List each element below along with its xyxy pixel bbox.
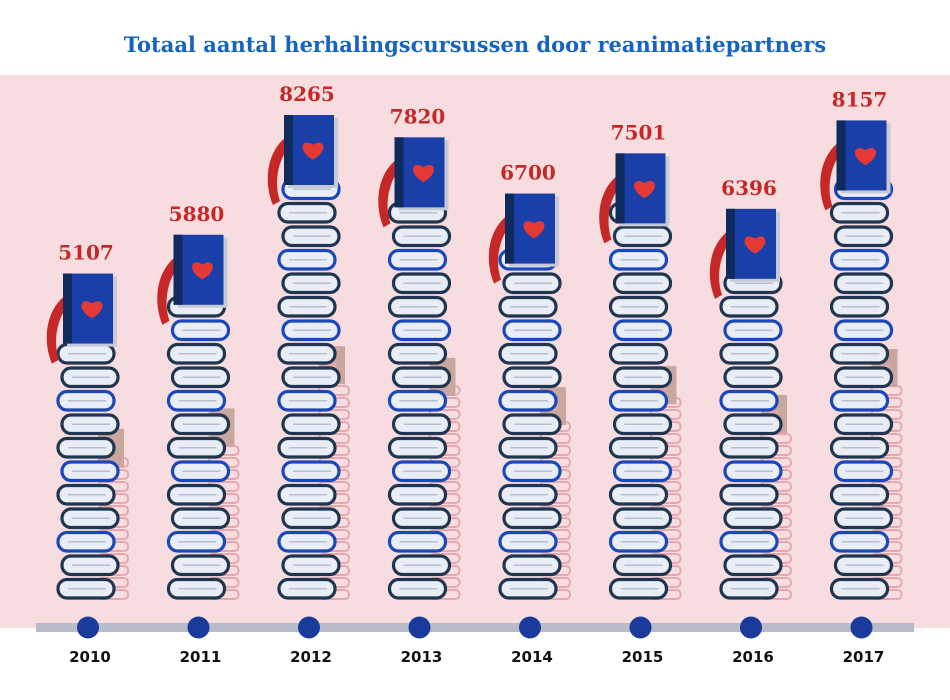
book-spine <box>173 234 183 305</box>
book-spine <box>284 115 293 185</box>
heart-icon <box>634 181 655 199</box>
ribbon-bookmark <box>378 157 404 228</box>
bar-2016: 6396 <box>709 176 783 600</box>
timeline-dot <box>298 616 320 639</box>
data-label-2014: 6700 <box>500 161 556 185</box>
ribbon-bookmark <box>267 135 293 205</box>
heart-icon <box>855 148 876 166</box>
chart-title: Totaal aantal herhalingscursussen door r… <box>123 32 827 57</box>
heart-icon <box>523 221 545 239</box>
data-label-2013: 7820 <box>390 104 446 128</box>
tick-label-2016: 2016 <box>732 648 774 666</box>
bar-2010: 5107 <box>46 241 120 600</box>
tick-label-2017: 2017 <box>843 648 885 666</box>
bar-stacks: 5107 5880 8265 7820 6700 7501 6396 8157 <box>46 82 894 600</box>
data-label-2010: 5107 <box>58 241 114 265</box>
bar-2015: 7501 <box>599 120 673 600</box>
timeline-dot <box>629 616 652 639</box>
data-label-2017: 8157 <box>832 87 888 111</box>
book-spine <box>836 120 846 191</box>
timeline-dot <box>740 616 762 639</box>
x-axis: 2010 2011 2012 2013 2014 2015 2016 2017 <box>69 616 885 666</box>
tick-label-2014: 2014 <box>511 648 553 666</box>
timeline-dot <box>187 616 210 639</box>
tick-label-2013: 2013 <box>401 648 443 666</box>
heart-icon <box>744 236 766 254</box>
background-panel <box>0 75 950 628</box>
heart-icon <box>302 142 324 160</box>
timeline-dot <box>519 616 541 639</box>
timeline-dot <box>850 616 873 639</box>
heart-icon <box>192 262 213 280</box>
ribbon-bookmark <box>46 293 72 364</box>
book-spine <box>505 193 514 264</box>
tick-label-2011: 2011 <box>180 648 222 666</box>
heart-icon <box>413 165 434 183</box>
timeline-bar <box>36 623 914 632</box>
ribbon-bookmark <box>157 254 183 325</box>
book-spine <box>615 153 625 224</box>
ribbon-bookmark <box>488 213 514 284</box>
tick-label-2010: 2010 <box>69 648 111 666</box>
ribbon-bookmark <box>599 173 625 244</box>
data-label-2015: 7501 <box>611 120 667 144</box>
tick-label-2012: 2012 <box>290 648 332 666</box>
book-spine <box>726 208 735 279</box>
data-label-2012: 8265 <box>279 82 335 106</box>
bar-2011: 5880 <box>157 202 231 600</box>
heart-icon <box>81 301 103 319</box>
ribbon-bookmark <box>820 140 846 211</box>
data-label-2011: 5880 <box>169 202 225 226</box>
ribbon-bookmark <box>709 228 735 299</box>
bar-2013: 7820 <box>378 104 452 600</box>
book-spine <box>63 273 72 344</box>
tick-label-2015: 2015 <box>622 648 664 666</box>
bar-2012: 8265 <box>267 82 341 600</box>
data-label-2016: 6396 <box>721 176 777 200</box>
bar-2017: 8157 <box>820 87 894 600</box>
bar-2014: 6700 <box>488 161 562 600</box>
timeline-dot <box>408 616 431 639</box>
book-spine <box>394 137 404 208</box>
timeline-dot <box>77 616 99 639</box>
